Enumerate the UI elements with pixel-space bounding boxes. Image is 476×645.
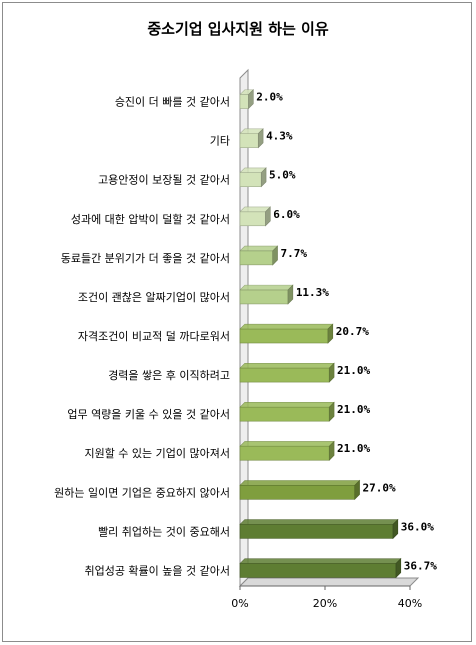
- bar-side: [328, 440, 335, 461]
- bar-side: [287, 284, 294, 305]
- bar: [239, 172, 262, 187]
- category-label: 고용안정이 보장될 것 같아서: [98, 173, 230, 187]
- bar-top: [239, 206, 272, 213]
- category-label: 승진이 더 빠를 것 같아서: [115, 96, 230, 109]
- value-label: 21.0%: [337, 442, 370, 455]
- value-label: 5.0%: [269, 169, 296, 182]
- bar-side: [354, 479, 360, 501]
- value-label: 2.0%: [256, 91, 283, 104]
- bar-side: [328, 401, 335, 422]
- bar-side: [260, 167, 267, 188]
- category-label: 경력을 쌓은 후 이직하려고: [108, 368, 230, 382]
- bar-side: [272, 245, 278, 266]
- bar-top: [239, 362, 335, 369]
- value-label: 20.7%: [336, 325, 369, 338]
- bar-top: [239, 441, 335, 447]
- bar-top: [239, 323, 334, 330]
- value-label: 6.0%: [273, 208, 300, 221]
- bar-side: [257, 128, 264, 149]
- bar-top: [239, 284, 294, 291]
- value-label: 27.0%: [363, 481, 396, 494]
- bar: [239, 133, 259, 148]
- bar-top: [239, 402, 335, 408]
- value-label: 4.3%: [266, 130, 293, 143]
- value-label: 21.0%: [337, 403, 370, 416]
- bar-side: [327, 323, 334, 344]
- bar: [239, 406, 330, 422]
- bar: [239, 367, 330, 383]
- bar: [239, 563, 397, 578]
- value-label: 21.0%: [337, 364, 370, 377]
- bar-top: [239, 558, 402, 564]
- bar-side: [392, 518, 399, 540]
- bar: [239, 94, 249, 109]
- x-tick-label: 40%: [398, 597, 422, 610]
- bar: [239, 524, 394, 539]
- bar: [239, 289, 289, 305]
- bar-side: [395, 557, 402, 579]
- chart-title: 중소기업 입사지원 하는 이유: [147, 20, 329, 38]
- category-label: 기타: [210, 135, 230, 148]
- bar-side: [328, 362, 335, 383]
- bar: [239, 328, 329, 344]
- value-label: 36.0%: [401, 520, 434, 533]
- value-label: 7.7%: [281, 247, 308, 260]
- bar-top: [239, 480, 361, 486]
- value-label: 11.3%: [296, 286, 329, 299]
- x-tick-label: 0%: [231, 597, 248, 610]
- value-label: 36.7%: [404, 559, 437, 572]
- axis-floor: [238, 577, 420, 587]
- category-label: 자격조건이 비교적 덜 까다로워서: [78, 330, 230, 343]
- bar-side: [265, 206, 271, 227]
- bar: [239, 211, 266, 227]
- bar: [239, 485, 356, 500]
- category-label: 빨리 취업하는 것이 중요해서: [98, 524, 230, 538]
- bar: [239, 445, 330, 461]
- bar-top: [239, 519, 399, 525]
- category-label: 조건이 괜찮은 알짜기업이 많아서: [78, 290, 230, 304]
- category-label: 성과에 대한 압박이 덜할 것 같아서: [71, 213, 230, 226]
- bar-side: [248, 89, 254, 110]
- category-label: 원하는 일이면 기업은 중요하지 않아서: [54, 485, 230, 499]
- category-label: 지원할 수 있는 기업이 많아져서: [84, 447, 230, 460]
- category-label: 동료들간 분위기가 더 좋을 것 같아서: [61, 252, 230, 265]
- bar-top: [239, 245, 279, 252]
- category-label: 업무 역량을 키울 수 있을 것 같아서: [67, 408, 230, 421]
- category-label: 취업성공 확률이 높을 것 같아서: [84, 564, 230, 577]
- bar: [239, 250, 274, 266]
- x-tick-label: 20%: [313, 597, 337, 610]
